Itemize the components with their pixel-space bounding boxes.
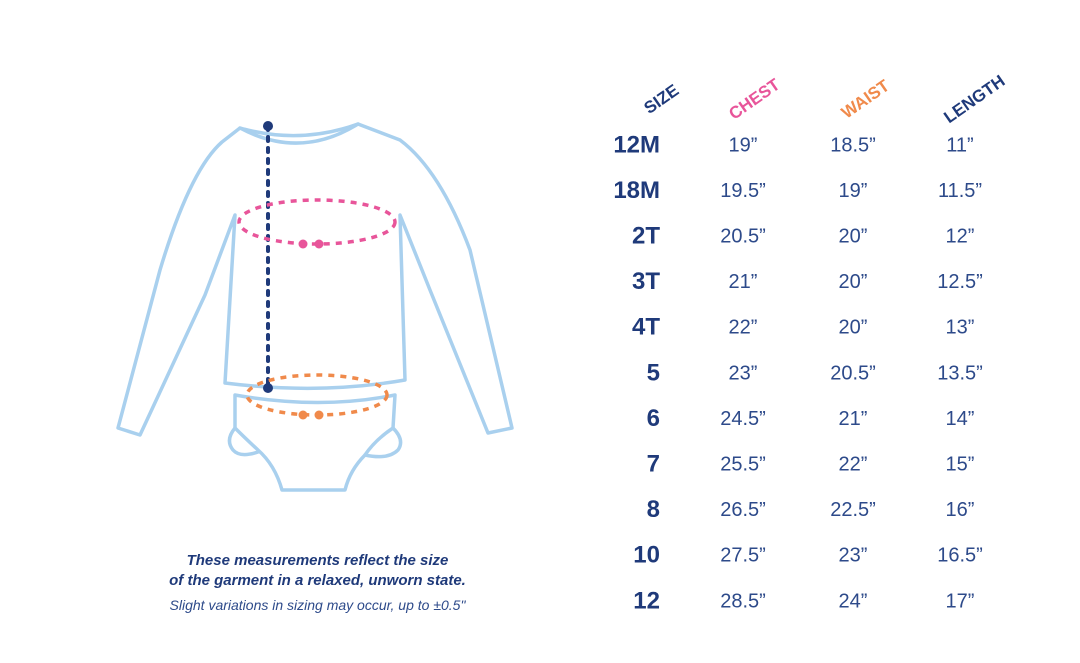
size-label: 5 [647, 359, 660, 386]
measurement: 18.5” [830, 134, 876, 156]
garment [116, 122, 514, 492]
dot [263, 121, 273, 131]
measurement: 19.5” [720, 180, 766, 202]
dot [298, 239, 308, 249]
caption-line: These measurements reflect the size [186, 552, 449, 569]
measurement: 19” [729, 134, 758, 156]
measurement: 20” [839, 271, 868, 293]
size-table: SIZE CHEST WAIST LENGTH 12M 19” 18.5” 11” 18M 19.… [613, 71, 1008, 614]
measurement: 14” [946, 408, 975, 430]
measurement: 12” [946, 225, 975, 247]
caption-note: Slight variations in sizing may occur, u… [169, 597, 466, 613]
measurement: 12.5” [937, 271, 983, 293]
measurement: 22.5” [830, 499, 876, 521]
measurement: 11” [946, 134, 973, 156]
column-header: CHEST [725, 75, 784, 124]
measurement: 27.5” [720, 545, 766, 567]
measurement: 23” [729, 362, 758, 384]
measurement: 24.5” [720, 408, 766, 430]
measurement: 22” [839, 453, 868, 475]
measurement: 16” [946, 499, 975, 521]
measurement: 19” [839, 180, 868, 202]
measurement: 17” [946, 590, 975, 612]
column-header: WAIST [838, 76, 893, 123]
size-label: 12 [633, 587, 660, 614]
measurement: 20.5” [720, 225, 766, 247]
measurement: 23” [839, 545, 868, 567]
measurement: 13.5” [937, 362, 983, 384]
size-label: 12M [613, 131, 660, 158]
measurement: 20” [839, 225, 868, 247]
size-label: 8 [647, 496, 660, 523]
dot [263, 383, 273, 393]
measurement: 22” [729, 317, 758, 339]
measurement: 21” [839, 408, 868, 430]
measurement: 20.5” [830, 362, 876, 384]
measurement: 28.5” [720, 590, 766, 612]
column-header: LENGTH [940, 71, 1008, 127]
dot [298, 410, 308, 420]
size-label: 7 [647, 451, 660, 478]
measurement: 16.5” [937, 545, 983, 567]
column-header: SIZE [640, 81, 682, 118]
measurement: 24” [839, 590, 868, 612]
size-label: 6 [647, 405, 660, 432]
measurement: 26.5” [720, 499, 766, 521]
size-label: 3T [632, 268, 660, 295]
measurement: 25.5” [720, 453, 766, 475]
size-label: 2T [632, 223, 660, 250]
measurement: 21” [729, 271, 758, 293]
size-label: 10 [633, 542, 660, 569]
measurement: 20” [839, 317, 868, 339]
measurement: 11.5” [938, 180, 982, 202]
size-label: 4T [632, 314, 660, 341]
measurement: 15” [946, 453, 975, 475]
size-label: 18M [613, 177, 660, 204]
dot [314, 239, 324, 249]
measurement: 13” [946, 317, 975, 339]
chest-line [237, 198, 397, 246]
dot [314, 410, 324, 420]
caption-line: of the garment in a relaxed, unworn stat… [169, 572, 466, 589]
